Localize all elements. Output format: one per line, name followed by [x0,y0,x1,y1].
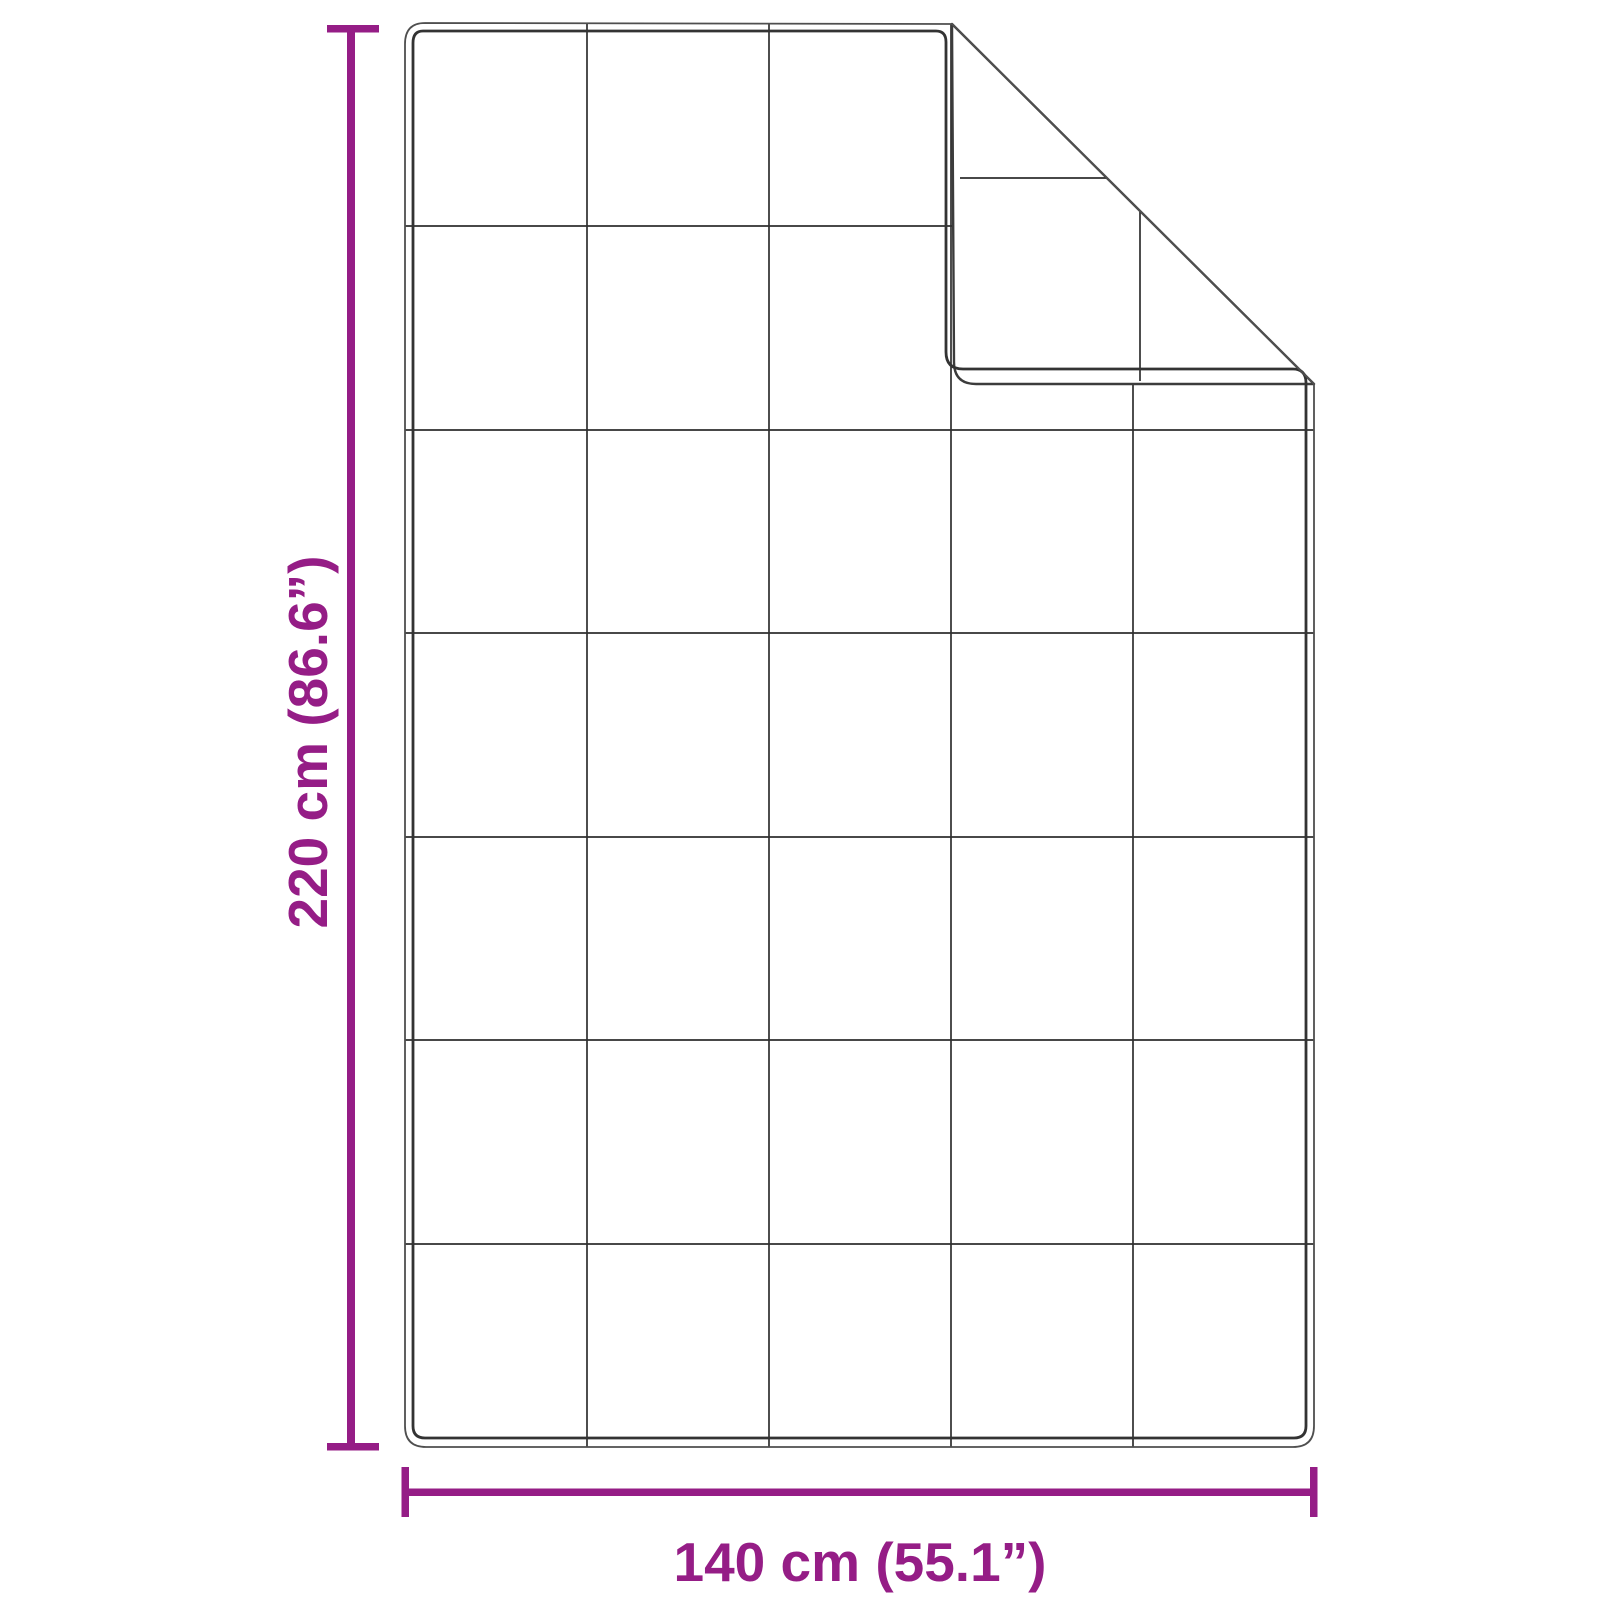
height-dimension-bar [347,29,355,1447]
hem-stitch-line [411,29,1308,1440]
blanket-front-face [405,23,1314,1447]
width-dimension-label: 140 cm (55.1”) [674,1531,1047,1593]
height-dimension-label: 220 cm (86.6”) [277,556,339,929]
width-dimension-line [401,1467,1318,1517]
blanket-outline [404,22,1315,1448]
height-dimension-bottom-cap [327,1443,379,1451]
width-dimension-right-cap [1310,1467,1318,1517]
height-dimension-line [327,25,379,1451]
width-dimension-bar [405,1488,1314,1496]
height-dimension-top-cap [327,25,379,33]
